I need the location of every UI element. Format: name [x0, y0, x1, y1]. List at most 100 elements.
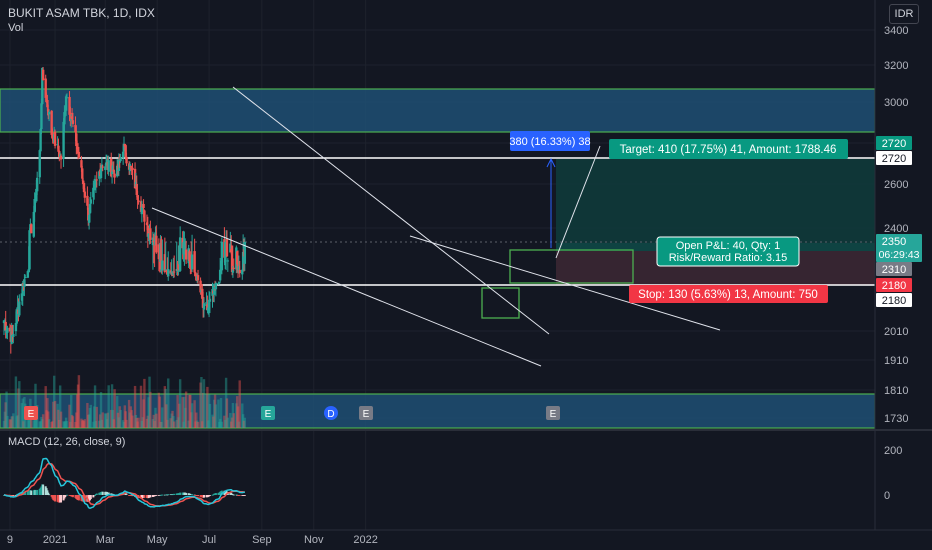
candle-body: [23, 279, 26, 287]
symbol-title[interactable]: BUKIT ASAM TBK, 1D, IDX: [8, 6, 155, 20]
open-pnl-label[interactable]: Open P&L: 40, Qty: 1 Risk/Reward Ratio: …: [656, 236, 800, 267]
candle-body: [201, 288, 204, 299]
candle-body: [243, 242, 247, 264]
volume-bar: [141, 417, 144, 428]
price-tick-label: 1910: [884, 355, 908, 367]
candle-body: [57, 145, 60, 152]
time-tick-label: Jul: [202, 534, 216, 546]
event-marker-label: E: [28, 409, 35, 420]
candle-body: [93, 185, 96, 191]
candle-body: [74, 124, 77, 133]
volume-bar: [127, 399, 131, 428]
trendline-support[interactable]: [151, 207, 542, 367]
candle-body: [220, 241, 224, 271]
price-tick-label: 1730: [884, 413, 908, 425]
volume-indicator-label[interactable]: Vol: [8, 22, 24, 34]
candle-body: [225, 239, 229, 257]
macd-histogram-bar: [131, 495, 134, 497]
candle-body: [122, 145, 126, 151]
volume-bar: [53, 401, 57, 428]
candle-body: [33, 198, 36, 213]
time-axis-ticks[interactable]: 9 2021 Mar May Jul Sep Nov 2022: [7, 534, 378, 546]
volume-bar: [3, 411, 7, 428]
candle-body: [133, 168, 137, 189]
trendline-resistance[interactable]: [232, 86, 550, 335]
volume-bar: [241, 403, 244, 428]
candle-body: [2, 320, 6, 324]
volume-bar: [41, 414, 45, 428]
volume-bar: [44, 386, 47, 428]
volume-bar: [58, 419, 61, 428]
candle-body: [16, 307, 19, 309]
event-marker-dividend[interactable]: D: [324, 406, 338, 420]
candle-body: [81, 168, 84, 179]
volume-bar: [75, 412, 78, 428]
event-marker-earnings-4[interactable]: E: [546, 406, 560, 420]
badge-current-price: 2350 06:29:43: [876, 234, 922, 262]
macd-histogram-bar: [47, 492, 50, 495]
volume-bar: [139, 385, 143, 428]
badge-stop-text: 2180: [882, 280, 906, 292]
volume-bar: [155, 413, 158, 428]
macd-histogram-bar: [71, 495, 74, 498]
volume-bar: [219, 397, 223, 428]
volume-bar: [206, 386, 209, 428]
candle-body: [231, 269, 235, 273]
macd-histogram-bar: [94, 494, 97, 496]
time-tick-label: Nov: [304, 534, 324, 546]
volume-bar: [39, 421, 42, 428]
candle-body: [53, 131, 57, 146]
candle-body: [10, 327, 13, 344]
candle-body: [140, 206, 144, 215]
volume-bar: [243, 417, 247, 428]
event-marker-earnings-2[interactable]: E: [261, 406, 275, 420]
volume-bar: [77, 375, 81, 428]
volume-bar: [2, 420, 6, 428]
measure-label[interactable]: 380 (16.33%) 38: [509, 131, 591, 151]
trendline-retest[interactable]: [409, 235, 721, 331]
lower-support-zone: [0, 393, 876, 429]
candle-body: [207, 302, 211, 310]
volume-bar: [51, 421, 54, 428]
event-marker-earnings-3[interactable]: E: [359, 406, 373, 420]
volume-bar: [69, 421, 72, 428]
price-axis-ticks: 3400320030002800260024002010191018101730: [884, 25, 908, 425]
volume-bar: [4, 402, 7, 428]
target-label[interactable]: Target: 410 (17.75%) 41, Amount: 1788.46: [609, 139, 848, 159]
candle-body: [65, 97, 69, 99]
candle-body: [212, 283, 216, 295]
currency-button[interactable]: IDR: [889, 4, 919, 24]
macd-histogram-bar: [24, 491, 27, 495]
volume-bar: [202, 379, 206, 428]
volume-bar: [149, 391, 152, 428]
volume-bar: [133, 385, 137, 428]
candle-body: [112, 169, 115, 172]
badge-stop-line: 2180: [876, 293, 912, 307]
volume-bar: [225, 398, 229, 428]
macd-histogram-bar: [179, 492, 182, 495]
volume-bar: [146, 415, 150, 428]
volume-bar: [137, 417, 140, 428]
candle-body: [188, 251, 191, 261]
volume-bar: [68, 404, 71, 428]
volume-bar: [184, 407, 187, 428]
stop-label[interactable]: Stop: 130 (5.63%) 13, Amount: 750: [629, 285, 828, 303]
volume-bar: [47, 411, 50, 428]
volume-bar: [142, 399, 145, 428]
volume-bar: [34, 383, 37, 428]
stop-label-text: Stop: 130 (5.63%) 13, Amount: 750: [638, 289, 818, 301]
consolidation-box-1[interactable]: [481, 287, 520, 319]
volume-bar: [218, 418, 222, 428]
open-pnl-text: Open P&L: 40, Qty: 1: [676, 240, 781, 252]
macd-indicator-label[interactable]: MACD (12, 26, close, 9): [8, 436, 126, 448]
volume-bar: [46, 398, 49, 428]
macd-histogram-bar: [101, 491, 104, 495]
candle-body: [3, 320, 7, 322]
projection-line[interactable]: [555, 145, 601, 259]
volume-bar: [101, 412, 104, 428]
volume-bar: [88, 407, 92, 428]
volume-bar: [207, 394, 211, 428]
event-marker-earnings-1[interactable]: E: [24, 406, 38, 420]
volume-bar: [217, 399, 220, 428]
